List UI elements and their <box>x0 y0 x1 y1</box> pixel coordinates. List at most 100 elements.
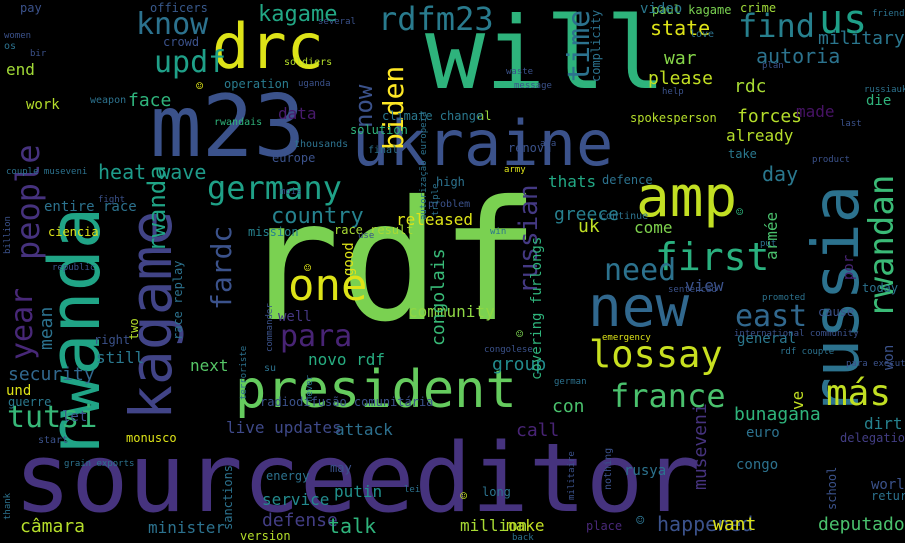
cloud-word: complicity <box>589 9 603 82</box>
cloud-word: und <box>6 383 32 399</box>
cloud-word: guerre <box>8 395 52 409</box>
cloud-word: paul kagame <box>652 3 732 17</box>
cloud-word: attack <box>335 420 393 439</box>
cloud-word: data <box>278 104 317 123</box>
cloud-word: sanctions <box>221 464 235 530</box>
cloud-word: use <box>358 231 375 241</box>
cloud-word: amp <box>636 165 738 230</box>
cloud-word: rdf <box>240 166 540 359</box>
cloud-word: make <box>506 516 545 535</box>
cloud-word: will <box>425 0 666 112</box>
cloud-word: school <box>825 466 839 510</box>
cloud-word: europe <box>272 151 316 165</box>
cloud-word: os <box>4 41 17 52</box>
cloud-word: soldiers <box>284 57 333 68</box>
cloud-word: ara <box>540 139 557 149</box>
cloud-word: already <box>726 126 794 145</box>
cloud-word: sentenced <box>668 285 717 295</box>
cloud-word: rdc <box>734 76 767 97</box>
cloud-word: love <box>690 29 715 40</box>
cloud-word: race result <box>334 223 414 237</box>
cloud-word: thats <box>548 172 597 191</box>
cloud-word: place <box>586 519 623 533</box>
cloud-word: ve <box>788 390 807 410</box>
cloud-word: world <box>871 477 905 493</box>
cloud-word: german <box>554 377 587 387</box>
cloud-word: fardc <box>205 225 238 310</box>
cloud-word: más <box>826 373 892 414</box>
cloud-word: president <box>235 360 517 420</box>
cloud-word: novo rdf <box>308 350 386 369</box>
cloud-word: message <box>514 81 552 91</box>
cloud-word: good <box>341 242 357 276</box>
cloud-word: army <box>504 165 526 175</box>
cloud-word: general <box>737 331 797 347</box>
cloud-word: want <box>713 514 757 535</box>
cloud-word: view <box>685 276 724 295</box>
cloud-word: germany <box>207 169 342 207</box>
cloud-word: right <box>94 333 131 347</box>
cloud-word: para executar <box>846 359 905 369</box>
cloud-word: lei <box>404 485 421 495</box>
cloud-word: well <box>278 309 312 325</box>
cloud-word: terroriste <box>239 345 249 400</box>
cloud-word: last <box>840 119 862 129</box>
cloud-word: friend <box>872 9 905 19</box>
cloud-word: security <box>8 364 95 385</box>
cloud-word: high <box>436 175 465 189</box>
cloud-word: race replay <box>171 260 185 340</box>
cloud-word: commander <box>265 303 275 352</box>
smiley-icon: ☺ <box>196 79 204 93</box>
cloud-word: million <box>460 516 528 535</box>
cloud-word: live updates <box>226 418 342 437</box>
cloud-word: museveni <box>690 403 711 490</box>
cloud-word: happened <box>657 512 754 536</box>
cloud-word: dirt <box>864 414 903 433</box>
smiley-icon: ☺ <box>516 327 524 341</box>
cloud-word: promoted <box>762 293 806 303</box>
cloud-word: bunagana <box>734 404 821 425</box>
cloud-word: uganda <box>298 79 331 89</box>
cloud-word: international community <box>734 329 859 339</box>
cloud-word: kagame <box>258 2 338 27</box>
cloud-word: heat wave <box>98 160 207 184</box>
cloud-word: return <box>871 489 905 503</box>
cloud-word: radiodifusão comunitária <box>260 395 434 409</box>
cloud-word: energy <box>266 469 310 483</box>
cloud-word: bir <box>30 49 47 59</box>
cloud-word: state <box>650 16 711 40</box>
cloud-word: climate change <box>382 109 484 123</box>
cloud-word: putin <box>334 482 383 501</box>
cloud-word: plan <box>762 61 784 71</box>
cloud-word: rwanda <box>34 207 116 460</box>
smiley-icon: ☺ <box>736 205 744 219</box>
cloud-word: nothing <box>603 447 614 490</box>
cloud-word: product <box>812 155 850 165</box>
cloud-word: thank <box>3 492 13 520</box>
cloud-word: covering furlongs <box>529 236 545 380</box>
cloud-word: weapon <box>90 95 127 106</box>
cloud-word: next <box>190 356 229 375</box>
cloud-word: back <box>512 533 534 543</box>
cloud-word: problem <box>428 199 471 210</box>
cloud-word: year <box>5 287 40 360</box>
cloud-word: us <box>819 0 868 43</box>
cloud-word: ciencia <box>48 225 99 239</box>
cloud-word: still <box>96 348 145 367</box>
smiley-icon: ☺ <box>460 489 468 503</box>
cloud-word: version <box>240 529 291 543</box>
cloud-word: several <box>318 17 356 27</box>
cloud-word: one <box>288 260 368 311</box>
cloud-word: autorização europeia <box>419 111 429 220</box>
cloud-word: militaire <box>567 451 577 500</box>
cloud-word: updf <box>154 45 227 80</box>
cloud-word: call <box>516 420 560 441</box>
cloud-word: sourceeditor <box>14 424 701 534</box>
cloud-word: autoria <box>756 44 841 68</box>
cloud-word: congolais <box>428 248 449 346</box>
cloud-word: long <box>482 485 511 499</box>
cloud-word: group <box>492 354 547 375</box>
cloud-word: triple <box>431 183 441 216</box>
cloud-word: put <box>760 239 777 249</box>
